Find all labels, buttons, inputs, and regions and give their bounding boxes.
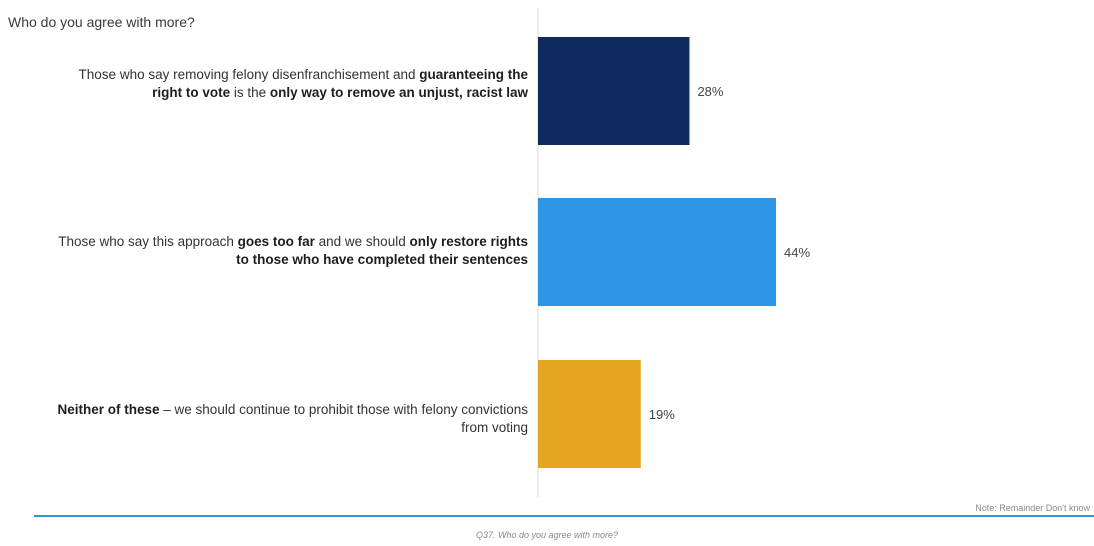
category-label-2: Those who say this approach goes too far… [58, 234, 528, 267]
value-label-3: 19% [649, 407, 675, 422]
category-label-3: Neither of these – we should continue to… [57, 402, 529, 435]
bar-2 [538, 198, 776, 306]
value-label-1: 28% [697, 84, 723, 99]
value-label-2: 44% [784, 245, 810, 260]
category-label-1: Those who say removing felony disenfranc… [78, 67, 528, 100]
bar-3 [538, 360, 641, 468]
question-title: Who do you agree with more? [8, 14, 195, 30]
footer-question: Q37. Who do you agree with more? [475, 530, 619, 540]
note: Note: Remainder Don't know [975, 503, 1090, 513]
footer-rule [34, 515, 1094, 517]
bar-1 [538, 37, 690, 145]
